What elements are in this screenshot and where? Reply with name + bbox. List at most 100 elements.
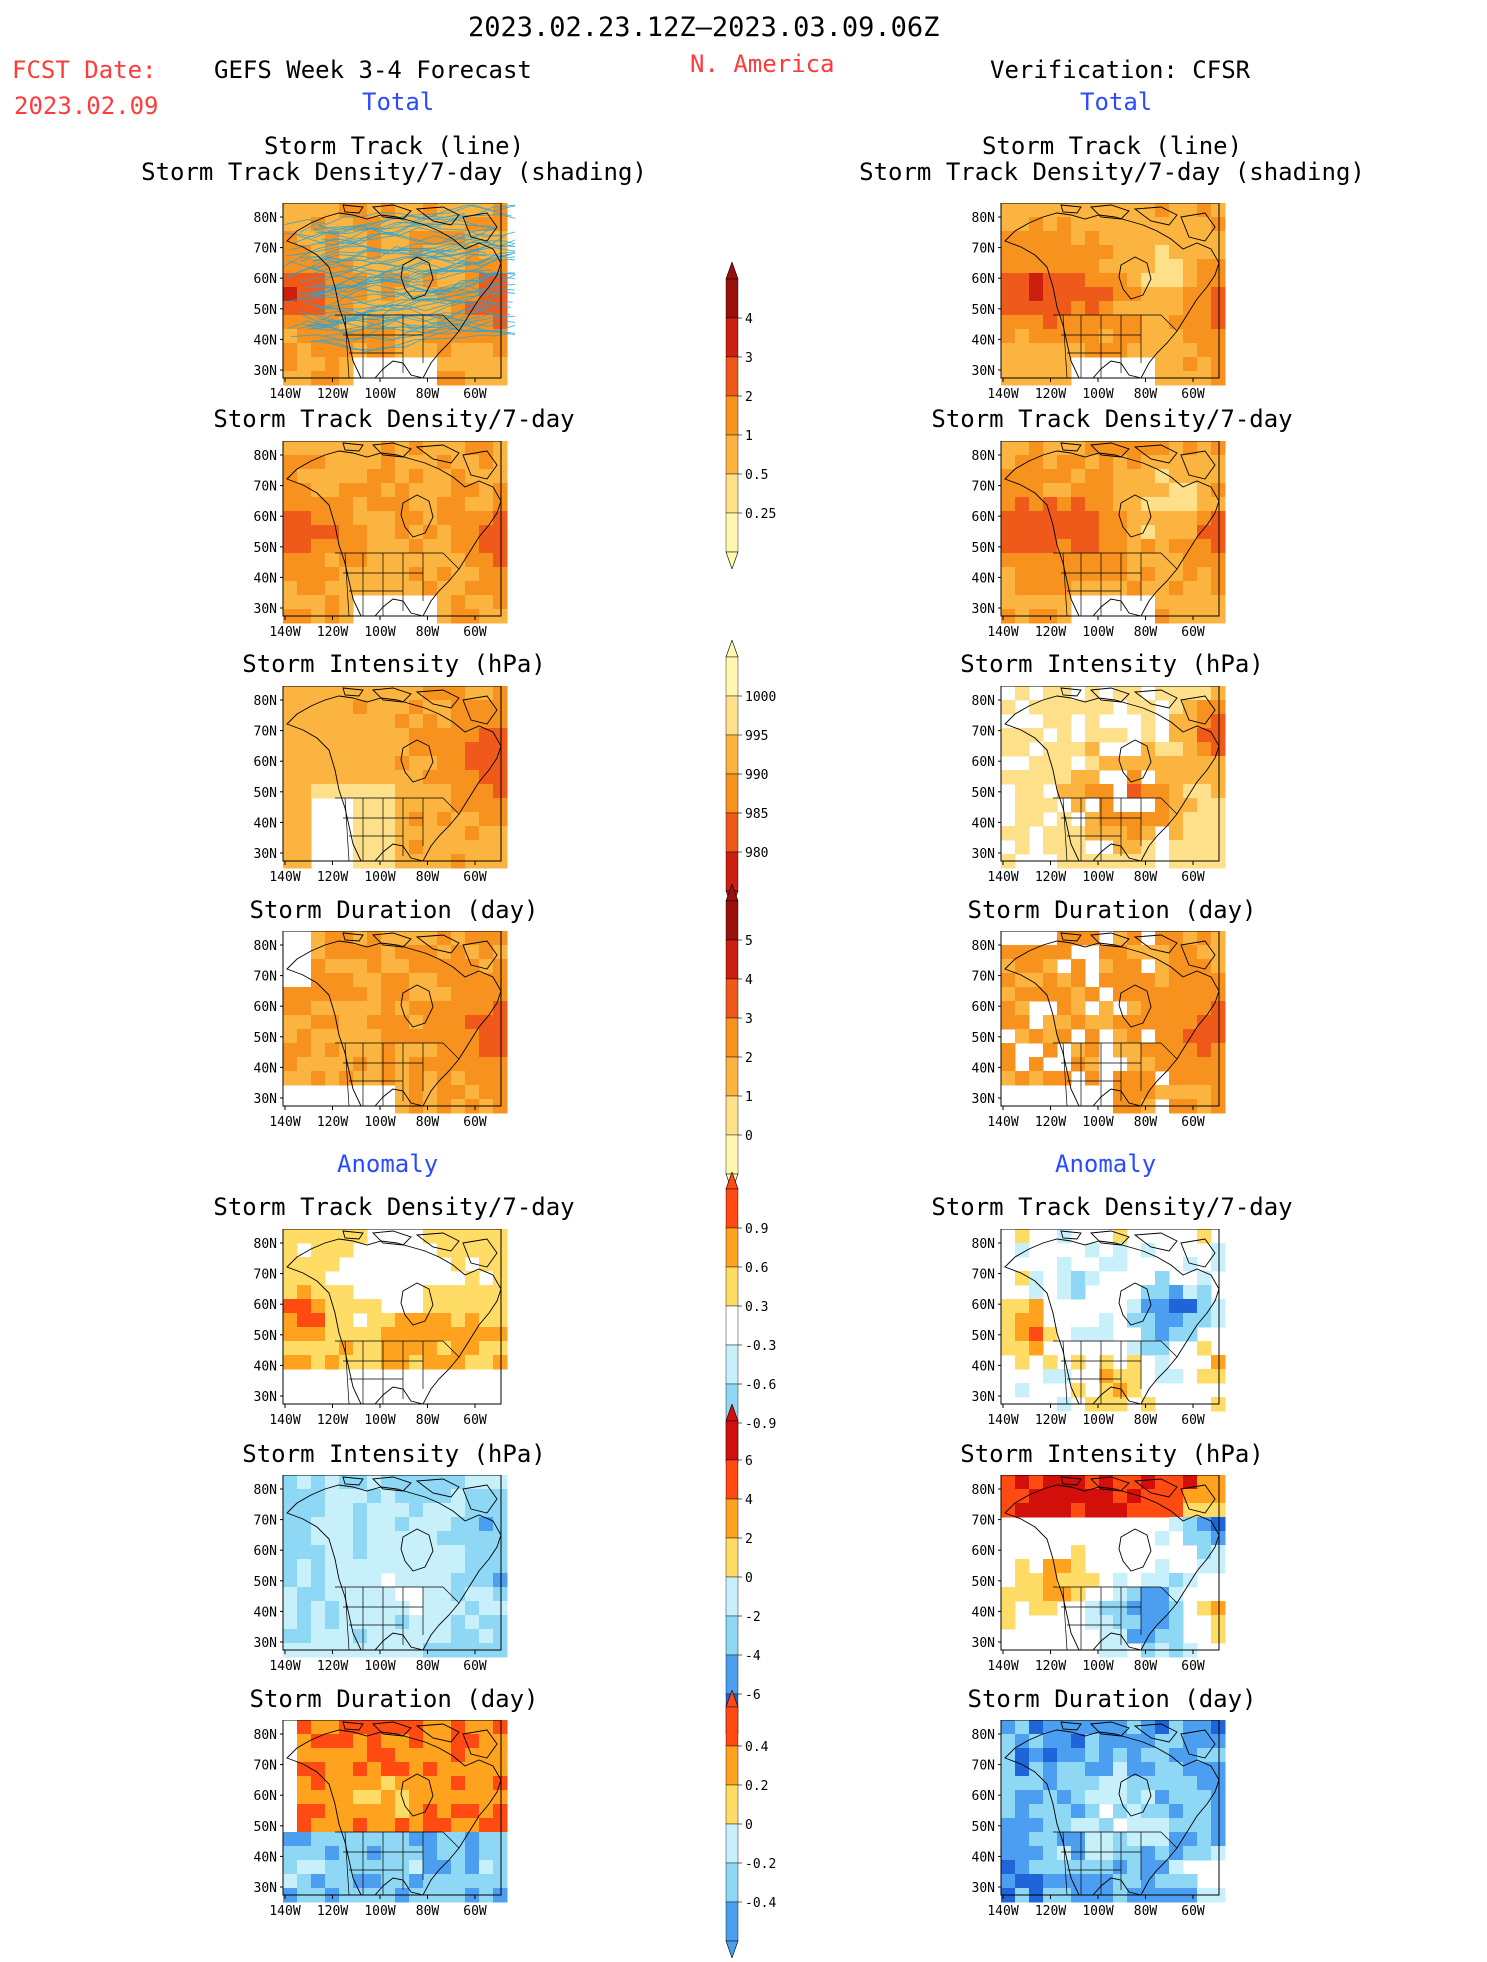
lat-tick-label: 30N (254, 364, 277, 379)
lat-tick-label: 80N (254, 939, 277, 954)
lat-tick-label: 70N (254, 242, 277, 257)
coastline-outlines (1004, 442, 1220, 617)
coastline-outlines (1004, 204, 1220, 379)
lat-tick-label: 50N (972, 1031, 995, 1046)
map-area (1001, 1475, 1226, 1658)
lat-tick-label: 80N (972, 939, 995, 954)
lon-tick-label: 120W (1035, 1904, 1066, 1919)
lon-tick-label: 60W (1181, 870, 1205, 885)
map-frame (1000, 931, 1220, 1107)
colorbar-duration-anom: 0.4 0.2 0 -0.2 -0.4 (716, 1689, 806, 1962)
lat-tick-label: 60N (972, 1789, 995, 1804)
lon-tick-label: 60W (463, 387, 487, 402)
colorbar-label: 5 (745, 934, 753, 949)
title-track-line-right: Storm Track (line) (981, 132, 1243, 160)
coastline-outlines (1004, 687, 1220, 862)
coastline-outlines (286, 932, 502, 1107)
title-intensity-anom-right: Storm Intensity (hPa) (960, 1440, 1264, 1468)
lat-tick-label: 60N (972, 272, 995, 287)
lat-tick-label: 60N (972, 510, 995, 525)
lat-tick-label: 50N (254, 303, 277, 318)
lat-tick-label: 40N (972, 571, 995, 586)
title-density-total-left: Storm Track Density/7-day (213, 405, 575, 433)
map-frame (282, 1720, 502, 1896)
lat-tick-label: 80N (254, 211, 277, 226)
map-panel-duration-anom-right: 80N 70N 60N 50N 40N 30N 140W 120W 100W 80W 60W (955, 1720, 1233, 1925)
coastline-outlines (1004, 932, 1220, 1107)
colorbar-label: -0.4 (745, 1896, 776, 1911)
lat-tick-label: 60N (254, 1789, 277, 1804)
lon-tick-label: 120W (1035, 1659, 1066, 1674)
lon-tick-label: 120W (1035, 387, 1066, 402)
lat-tick-label: 80N (972, 1728, 995, 1743)
map-panel-duration-total-right: 80N 70N 60N 50N 40N 30N 140W 120W 100W 80W 60W (955, 931, 1233, 1136)
lon-tick-label: 140W (987, 870, 1018, 885)
map-frame (1000, 1720, 1220, 1896)
colorbar-label: -0.3 (745, 1339, 776, 1354)
lat-tick-label: 30N (972, 1636, 995, 1651)
map-frame (282, 441, 502, 617)
lat-tick-label: 80N (972, 694, 995, 709)
colorbar-label: 0 (745, 1571, 753, 1586)
colorbar-label: 985 (745, 807, 768, 822)
lon-tick-label: 80W (416, 1904, 440, 1919)
colorbar-label: -2 (745, 1610, 761, 1625)
region-label: N. America (690, 50, 835, 78)
map-frame (1000, 441, 1220, 617)
lon-tick-label: 120W (317, 870, 348, 885)
map-area (1001, 1229, 1226, 1412)
colorbar-label: 2 (745, 390, 753, 405)
lon-tick-label: 120W (1035, 870, 1066, 885)
coastline-outlines (1004, 1476, 1220, 1651)
lat-tick-label: 70N (972, 480, 995, 495)
coastline-outlines (286, 204, 502, 379)
lat-tick-label: 40N (254, 1850, 277, 1865)
lat-tick-label: 50N (972, 541, 995, 556)
map-panel-density-anom-left: 80N 70N 60N 50N 40N 30N 140W 120W 100W 80W 60W (237, 1229, 515, 1434)
lon-tick-label: 80W (416, 1413, 440, 1428)
lon-tick-label: 120W (317, 1413, 348, 1428)
title-track-shading-left: Storm Track Density/7-day (shading) (141, 158, 647, 186)
lon-tick-label: 80W (1134, 1904, 1158, 1919)
lat-tick-label: 70N (254, 1268, 277, 1283)
lon-tick-label: 140W (269, 870, 300, 885)
map-frame (282, 1229, 502, 1405)
fcst-date-label: FCST Date: (12, 56, 157, 84)
fcst-date: 2023.02.09 (14, 92, 159, 120)
map-frame (282, 686, 502, 862)
map-frame (282, 931, 502, 1107)
lat-tick-label: 60N (254, 1298, 277, 1313)
colorbar-label: 990 (745, 768, 768, 783)
colorbar-label: 3 (745, 1012, 753, 1027)
colorbar-label: -4 (745, 1649, 761, 1664)
lon-tick-label: 120W (1035, 1115, 1066, 1130)
lat-tick-label: 50N (254, 541, 277, 556)
title-duration-total-right: Storm Duration (day) (967, 896, 1257, 924)
map-frame (1000, 1475, 1220, 1651)
colorbar-label: 995 (745, 729, 768, 744)
map-area (1001, 931, 1226, 1114)
lon-tick-label: 120W (1035, 1413, 1066, 1428)
colorbar-label: 0.3 (745, 1300, 768, 1315)
colorbar-label: -0.2 (745, 1857, 776, 1872)
colorbar-density-total: 4 3 2 1 0.5 0.25 (716, 261, 806, 573)
lat-tick-label: 30N (254, 1636, 277, 1651)
lat-tick-label: 30N (972, 364, 995, 379)
lon-tick-label: 80W (416, 870, 440, 885)
lat-tick-label: 70N (972, 1268, 995, 1283)
lat-tick-label: 60N (972, 1544, 995, 1559)
map-area (1001, 203, 1226, 386)
lat-tick-label: 70N (972, 970, 995, 985)
lat-tick-label: 80N (972, 211, 995, 226)
map-frame (1000, 1229, 1220, 1405)
lon-tick-label: 80W (1134, 1659, 1158, 1674)
colorbar-label: 4 (745, 312, 753, 327)
lat-tick-label: 30N (972, 847, 995, 862)
lon-tick-label: 60W (463, 1659, 487, 1674)
colorbar-label: -0.9 (745, 1417, 776, 1432)
lat-tick-label: 40N (254, 1359, 277, 1374)
lat-tick-label: 40N (972, 816, 995, 831)
coastline-outlines (286, 1476, 502, 1651)
forecast-period: 2023.02.23.12Z–2023.03.09.06Z (468, 12, 940, 43)
map-panel-density-total-right: 80N 70N 60N 50N 40N 30N 140W 120W 100W 80W 60W (955, 441, 1233, 646)
